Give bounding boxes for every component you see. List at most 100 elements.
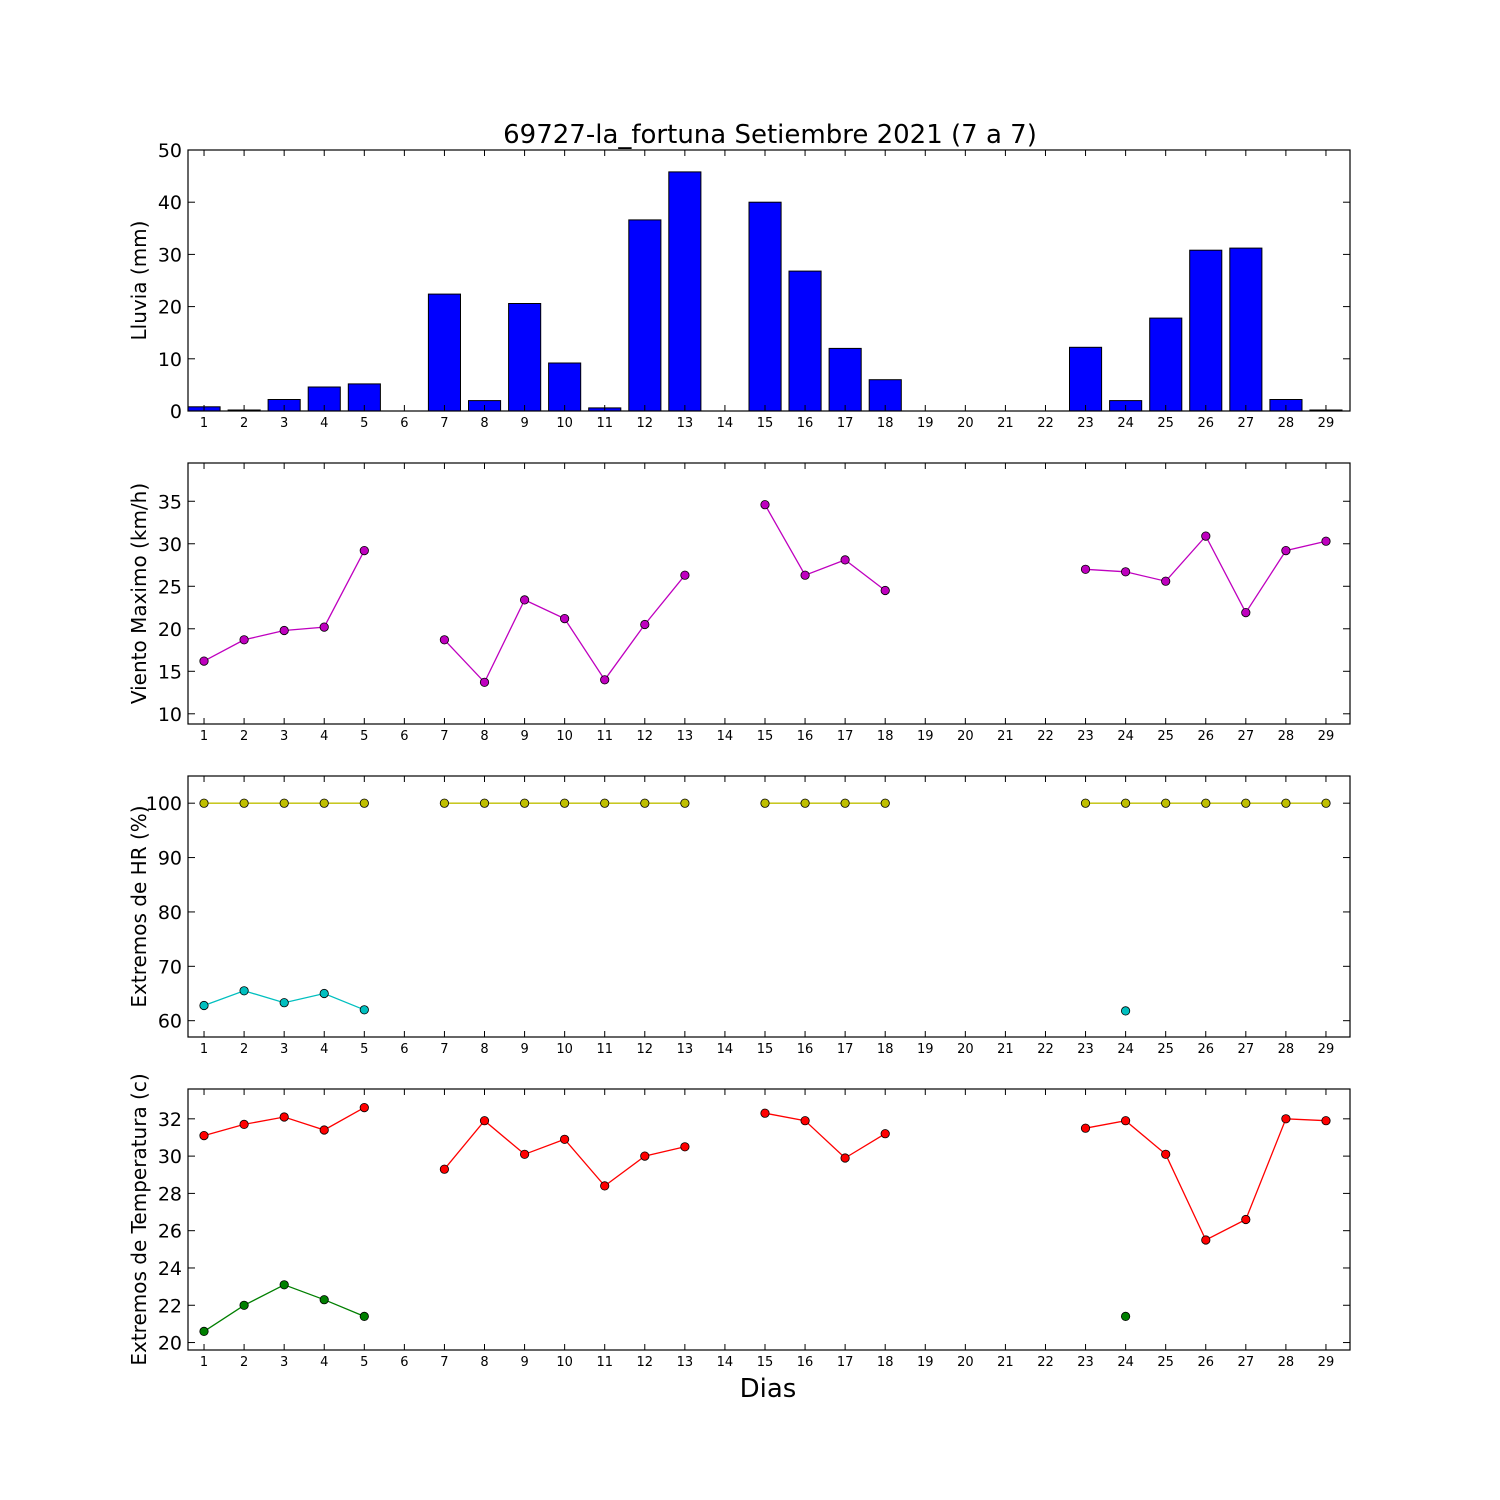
x-tick-label-rain-1: 1: [200, 416, 208, 431]
x-tick-label-wind-4: 4: [320, 729, 328, 744]
x-tick-label-temp-5: 5: [360, 1355, 368, 1370]
x-tick-label-rain-16: 16: [797, 416, 814, 431]
bar-day-15: [748, 201, 782, 412]
x-tick-label-temp-12: 12: [637, 1355, 654, 1370]
bar-day-13: [668, 171, 702, 412]
point-temp-max-day-23: [1080, 1123, 1091, 1133]
bar-day-17: [828, 347, 862, 412]
series-line-wind: [764, 504, 886, 592]
x-tick-label-rain-3: 3: [280, 416, 288, 431]
y-tick-label-rain-30: 30: [158, 244, 182, 266]
x-tick-label-hr-28: 28: [1278, 1042, 1295, 1057]
x-tick-label-rain-18: 18: [877, 416, 894, 431]
point-wind-day-11: [600, 675, 610, 685]
x-tick-label-temp-29: 29: [1318, 1355, 1335, 1370]
y-tick-label-rain-50: 50: [158, 140, 182, 162]
x-tick-label-rain-15: 15: [757, 416, 774, 431]
x-tick-label-rain-24: 24: [1117, 416, 1134, 431]
y-tick-label-temp-20: 20: [158, 1333, 182, 1355]
point-wind-day-27: [1241, 607, 1251, 618]
panel-wind: 1 2 3 4 5 6 7 8 9 10 11 12 13 14 15 16 17 18 19 20 21 22 23 24 2…: [127, 462, 1351, 744]
x-tick-label-hr-21: 21: [997, 1042, 1014, 1057]
point-temp-max-day-29: [1321, 1116, 1331, 1126]
point-temp-min-day-24: [1121, 1311, 1131, 1322]
x-tick-label-rain-28: 28: [1278, 416, 1295, 431]
point-wind-day-17: [840, 555, 850, 565]
x-tick-label-rain-13: 13: [677, 416, 694, 431]
point-wind-day-8: [479, 677, 490, 687]
x-tick-label-temp-26: 26: [1197, 1355, 1214, 1370]
point-temp-max-day-24: [1121, 1116, 1131, 1126]
x-tick-label-hr-27: 27: [1238, 1042, 1255, 1057]
y-tick-label-temp-26: 26: [158, 1221, 182, 1243]
y-tick-label-rain-40: 40: [158, 192, 182, 214]
point-hr-max-day-2: [239, 798, 249, 808]
y-tick-label-wind-15: 15: [158, 661, 182, 683]
y-tick-label-hr-70: 70: [158, 956, 182, 978]
x-tick-label-temp-1: 1: [200, 1355, 208, 1370]
point-hr-min-day-3: [279, 998, 289, 1008]
point-temp-max-day-16: [800, 1116, 810, 1126]
panels: 1 2 3 4 5 6 7 8 9 10 11 12 13 14 15 16 17 18 19 20 21 22 23 24 2…: [127, 140, 1351, 1370]
x-tick-label-hr-9: 9: [520, 1042, 528, 1057]
y-axis-label-rain: Lluvia (mm): [127, 221, 151, 341]
x-tick-label-temp-24: 24: [1117, 1355, 1134, 1370]
x-tick-label-rain-11: 11: [596, 416, 613, 431]
x-tick-label-temp-21: 21: [997, 1355, 1014, 1370]
point-wind-day-2: [239, 635, 249, 645]
x-tick-label-hr-10: 10: [556, 1042, 573, 1057]
x-tick-label-hr-1: 1: [200, 1042, 208, 1057]
x-tick-label-hr-3: 3: [280, 1042, 288, 1057]
x-tick-label-wind-26: 26: [1197, 729, 1214, 744]
point-temp-max-day-18: [880, 1129, 890, 1139]
x-tick-label-rain-25: 25: [1157, 416, 1174, 431]
axes-frame-wind: [187, 462, 1351, 725]
bar-day-12: [628, 219, 662, 412]
x-axis-label: Dias: [740, 1374, 797, 1404]
panel-temp: 1 2 3 4 5 6 7 8 9 10 11 12 13 14 15 16 17 18 19 20 21 22 23 24 2…: [127, 1073, 1351, 1370]
x-tick-label-wind-1: 1: [200, 729, 208, 744]
point-temp-max-day-17: [840, 1153, 850, 1163]
point-wind-day-26: [1201, 531, 1211, 541]
x-tick-label-rain-7: 7: [440, 416, 448, 431]
point-hr-max-day-9: [519, 798, 530, 808]
x-tick-label-rain-29: 29: [1318, 416, 1335, 431]
y-tick-label-wind-25: 25: [158, 576, 182, 598]
bar-day-27: [1229, 247, 1263, 412]
x-tick-label-wind-22: 22: [1037, 729, 1054, 744]
x-tick-label-wind-20: 20: [957, 729, 974, 744]
x-tick-label-hr-2: 2: [240, 1042, 248, 1057]
x-tick-label-rain-19: 19: [917, 416, 934, 431]
axes-frame-hr: [187, 775, 1351, 1038]
y-tick-label-temp-32: 32: [158, 1109, 182, 1131]
x-tick-label-wind-16: 16: [797, 729, 814, 744]
x-tick-label-hr-20: 20: [957, 1042, 974, 1057]
x-tick-label-hr-22: 22: [1037, 1042, 1054, 1057]
x-tick-label-wind-6: 6: [400, 729, 408, 744]
x-tick-label-temp-3: 3: [280, 1355, 288, 1370]
y-tick-label-rain-20: 20: [158, 297, 182, 319]
point-hr-max-day-27: [1241, 798, 1251, 808]
x-tick-label-temp-15: 15: [757, 1355, 774, 1370]
x-tick-label-temp-7: 7: [440, 1355, 448, 1370]
y-axis-label-wind: Viento Maximo (km/h): [127, 483, 151, 704]
x-tick-label-rain-14: 14: [717, 416, 734, 431]
x-tick-label-wind-5: 5: [360, 729, 368, 744]
chart-title: 69727-la_fortuna Setiembre 2021 (7 a 7): [503, 120, 1037, 150]
x-tick-label-wind-25: 25: [1157, 729, 1174, 744]
x-tick-label-hr-25: 25: [1157, 1042, 1174, 1057]
x-tick-label-hr-7: 7: [440, 1042, 448, 1057]
point-temp-min-day-5: [359, 1311, 369, 1322]
x-tick-label-wind-14: 14: [717, 729, 734, 744]
x-tick-label-wind-17: 17: [837, 729, 854, 744]
point-temp-max-day-12: [640, 1151, 650, 1161]
x-tick-label-wind-15: 15: [757, 729, 774, 744]
x-tick-label-temp-18: 18: [877, 1355, 894, 1370]
x-tick-label-rain-12: 12: [637, 416, 654, 431]
x-tick-label-rain-23: 23: [1077, 416, 1094, 431]
x-tick-label-rain-17: 17: [837, 416, 854, 431]
point-temp-max-day-4: [319, 1125, 329, 1135]
point-wind-day-23: [1080, 564, 1091, 574]
x-tick-label-wind-3: 3: [280, 729, 288, 744]
